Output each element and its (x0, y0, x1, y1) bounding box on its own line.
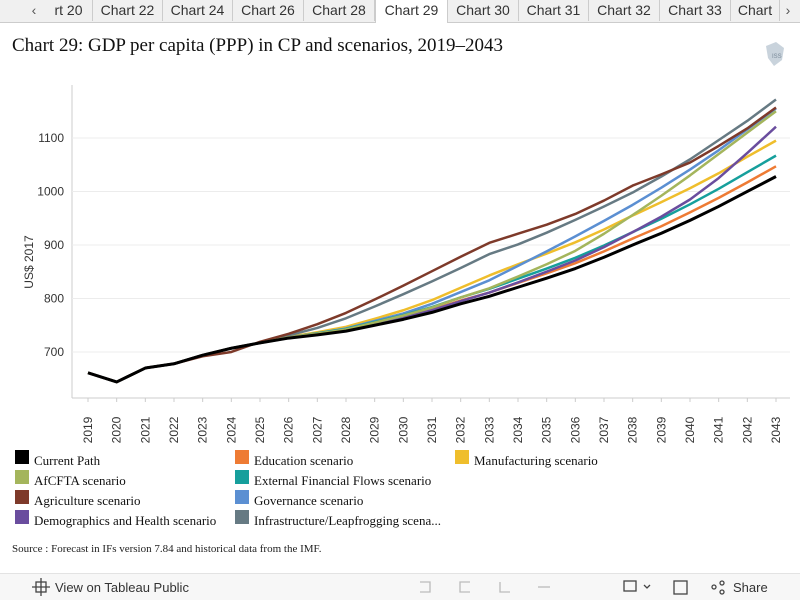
toolbar-icons (32, 578, 725, 596)
x-tick-label: 2024 (224, 416, 238, 443)
series-line (87, 98, 777, 384)
legend-label: Education scenario (254, 453, 353, 468)
x-tick-label: 2019 (81, 416, 95, 443)
series-line (87, 139, 777, 384)
x-tick-label: 2034 (511, 416, 525, 443)
tab-scroll-left[interactable]: ‹ (26, 0, 42, 21)
tab-scroll-right[interactable]: › (780, 0, 796, 21)
x-tick-label: 2025 (253, 416, 267, 443)
tab[interactable]: Chart (731, 0, 780, 21)
y-tick-label: 700 (44, 345, 64, 359)
x-tick-label: 2021 (138, 416, 152, 443)
x-tick-label: 2041 (712, 416, 726, 443)
x-tick-label: 2042 (740, 416, 754, 443)
legend-swatch (235, 450, 249, 464)
x-tick-label: 2027 (310, 416, 324, 443)
x-tick-label: 2022 (167, 416, 181, 443)
legend-swatch (235, 490, 249, 504)
series-line (87, 175, 777, 384)
tab-strip: Chart Chart 33 Chart 32 Chart 31 Chart 30 Cha… (0, 0, 800, 23)
chart-title: Chart 29: GDP per capita (PPP) in CP and… (12, 35, 503, 56)
tab[interactable]: Chart 26 (233, 0, 304, 21)
legend-swatch (455, 450, 469, 464)
x-tick-label: 2040 (683, 416, 697, 443)
x-tick-label: 2028 (339, 416, 353, 443)
svg-text:ISS: ISS (772, 54, 782, 60)
x-tick-label: 2020 (110, 416, 124, 443)
legend-label: Agriculture scenario (34, 493, 140, 508)
legend-swatch (235, 510, 249, 524)
x-tick-label: 2026 (282, 416, 296, 443)
chart: Chart 29: GDP per capita (PPP) in CP and… (12, 35, 790, 555)
legend-swatch (15, 470, 29, 484)
x-tick-label: 2030 (396, 416, 410, 443)
tab[interactable]: Chart 22 (93, 0, 163, 21)
series-line (87, 110, 777, 384)
x-tick-label: 2039 (654, 416, 668, 443)
x-tick-label: 2037 (597, 416, 611, 443)
x-tick-label: 2029 (368, 416, 382, 443)
source-note: Source : Forecast in IFs version 7.84 an… (12, 543, 322, 555)
legend-label: Manufacturing scenario (474, 453, 598, 468)
tab[interactable]: Chart 24 (163, 0, 233, 21)
y-tick-label: 1000 (37, 184, 64, 198)
legend-label: Demographics and Health scenario (34, 513, 216, 528)
x-tick-label: 2035 (540, 416, 554, 443)
x-tick-label: 2038 (626, 416, 640, 443)
y-tick-label: 800 (44, 291, 64, 305)
x-tick-label: 2043 (769, 416, 783, 443)
tab[interactable]: Chart 28 (304, 0, 375, 21)
y-tick-label: 900 (44, 238, 64, 252)
tab[interactable]: Chart 30 (448, 0, 519, 21)
series-line (87, 154, 777, 384)
x-tick-label: 2033 (482, 416, 496, 443)
x-tick-label: 2036 (568, 416, 582, 443)
tab[interactable]: Chart 32 (589, 0, 660, 21)
view-on-tableau-button[interactable]: View on Tableau Public (55, 580, 189, 595)
legend-swatch (15, 490, 29, 504)
tab[interactable]: rt 20 (45, 0, 93, 21)
logo: ISS (766, 42, 784, 66)
legend-label: External Financial Flows scenario (254, 473, 431, 488)
x-tick-label: 2032 (454, 416, 468, 443)
x-tick-label: 2023 (196, 416, 210, 443)
legend-swatch (15, 450, 29, 464)
legend-label: Infrastructure/Leapfrogging scena... (254, 513, 441, 528)
y-tick-label: 1100 (38, 131, 64, 145)
share-button[interactable]: Share (733, 580, 768, 595)
x-tick-label: 2031 (425, 416, 439, 443)
legend-swatch (235, 470, 249, 484)
tab[interactable]: Chart 29 (375, 0, 448, 23)
legend-swatch (15, 510, 29, 524)
legend-label: AfCFTA scenario (34, 473, 126, 488)
tab[interactable]: Chart 33 (660, 0, 731, 21)
tab[interactable]: Chart 31 (519, 0, 589, 21)
toolbar: View on Tableau Public Share (0, 573, 800, 600)
series-line (87, 165, 777, 384)
legend-label: Governance scenario (254, 493, 363, 508)
y-axis-title: US$ 2017 (22, 235, 36, 289)
series-line (87, 125, 777, 384)
legend-label: Current Path (34, 453, 101, 468)
